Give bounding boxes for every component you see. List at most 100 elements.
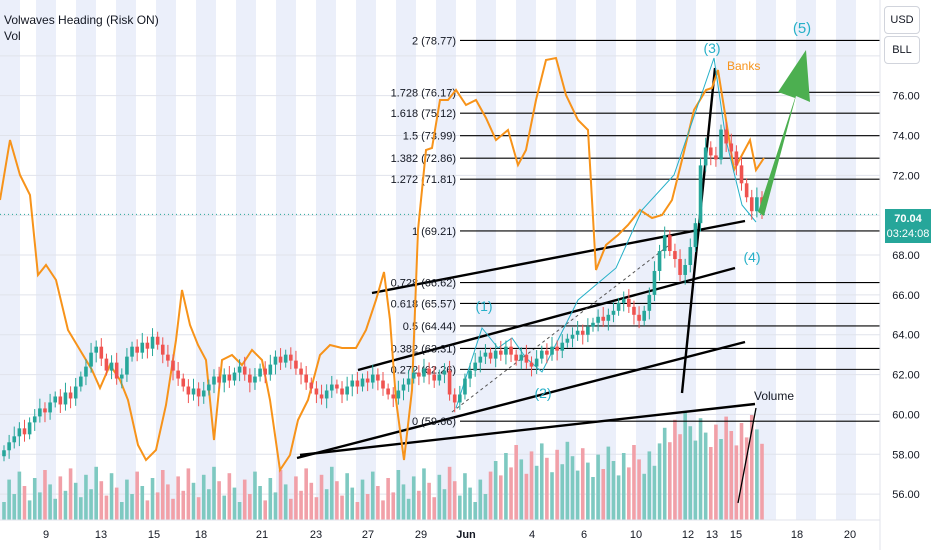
candle-body [258,368,262,377]
volume-trend-line [737,407,757,504]
volume-bar [468,487,472,520]
volume-bar [683,411,687,520]
annotations: (1) (2) (3) (4) (5) Banks Volume [475,20,811,504]
candle-body [73,386,78,399]
candle-body [212,376,216,385]
volume-bar [140,486,145,520]
volume-bar [304,468,308,520]
volume-bar [396,470,401,520]
x-tick-label: 10 [630,529,642,541]
volume-bar [586,462,590,520]
candle-body [708,147,713,156]
candle-body [488,352,493,359]
x-tick-label: 13 [706,529,718,541]
candle-body [32,416,37,423]
x-tick-label: 18 [791,529,803,541]
candle-body [606,314,611,321]
volume-bar [570,456,575,520]
volume-bar [611,461,616,520]
candle-body [734,151,739,166]
candle-body [749,197,754,212]
y-tick-label: 56.00 [892,489,920,501]
candle-body [442,370,447,375]
candle-body [381,380,385,389]
volume-bar [678,434,682,520]
fib-level-label: 0.382 (63.31) [391,343,456,355]
target-arrow [758,50,810,216]
x-tick-label: 15 [730,529,742,541]
volume-bar [130,494,134,520]
candle-body [586,326,590,335]
candle-body [463,378,467,395]
candle-body [693,223,698,248]
volume-bar [483,494,488,520]
candle-body [309,382,314,389]
volume-bar [196,497,201,520]
volume-bar [201,474,206,520]
candle-body [473,362,477,371]
candle-body [396,390,401,399]
banks-label: Banks [727,59,760,73]
day-band [516,0,536,520]
volume-bar [109,473,114,520]
candle-body [155,336,160,345]
candle-body [483,352,488,357]
day-band [0,0,20,520]
volume-bar [283,484,288,520]
volume-bar [401,484,406,520]
candle-body [678,259,682,275]
candle-body [242,366,247,375]
volume-bar [329,466,334,520]
volume-bar [529,451,534,520]
candle-body [53,396,58,403]
candle-body [360,378,365,387]
volume-bar [519,459,524,520]
volume-bar [724,416,728,520]
volume-bar [232,487,237,520]
volume-bar [596,454,600,520]
volume-bar [27,500,32,520]
volume-bar [647,451,652,520]
candle-body [580,330,585,335]
candle-body [524,354,529,363]
volume-bar [447,466,452,520]
candle-body [109,362,114,371]
candle-body [314,388,319,395]
volume-bar [406,498,411,520]
volume-bar [176,476,180,520]
volume-bar [79,497,83,520]
candle-body [657,251,662,271]
candle-body [94,346,98,353]
candle-body [340,388,344,395]
candle-body [575,330,580,335]
candle-body [79,376,83,387]
volume-bar [365,494,370,520]
candle-body [130,346,134,357]
day-band [356,0,376,520]
volume-bar [63,490,68,520]
candle-body [84,366,88,377]
fib-level-label: 0.728 (66.62) [391,278,456,290]
candle-body [176,370,180,379]
x-tick-label: 23 [310,529,322,541]
fib-level-label: 1.382 (72.86) [391,153,456,165]
y-tick-label: 60.00 [892,409,920,421]
volume-bar [2,502,6,520]
volume-label: Volume [754,389,794,403]
candle-body [7,442,11,451]
volume-bar [345,473,349,520]
candle-body [263,368,268,375]
volume-bar [376,486,380,520]
day-band [756,0,776,520]
unit-button[interactable]: BLL [884,36,920,64]
candle-body [391,394,396,399]
candle-body [447,370,452,395]
volume-bar [360,479,365,520]
y-tick-label: 76.00 [892,91,920,103]
candle-body [299,368,303,375]
x-tick-label: 12 [682,529,694,541]
currency-button[interactable]: USD [884,6,920,34]
candle-body [427,368,431,375]
